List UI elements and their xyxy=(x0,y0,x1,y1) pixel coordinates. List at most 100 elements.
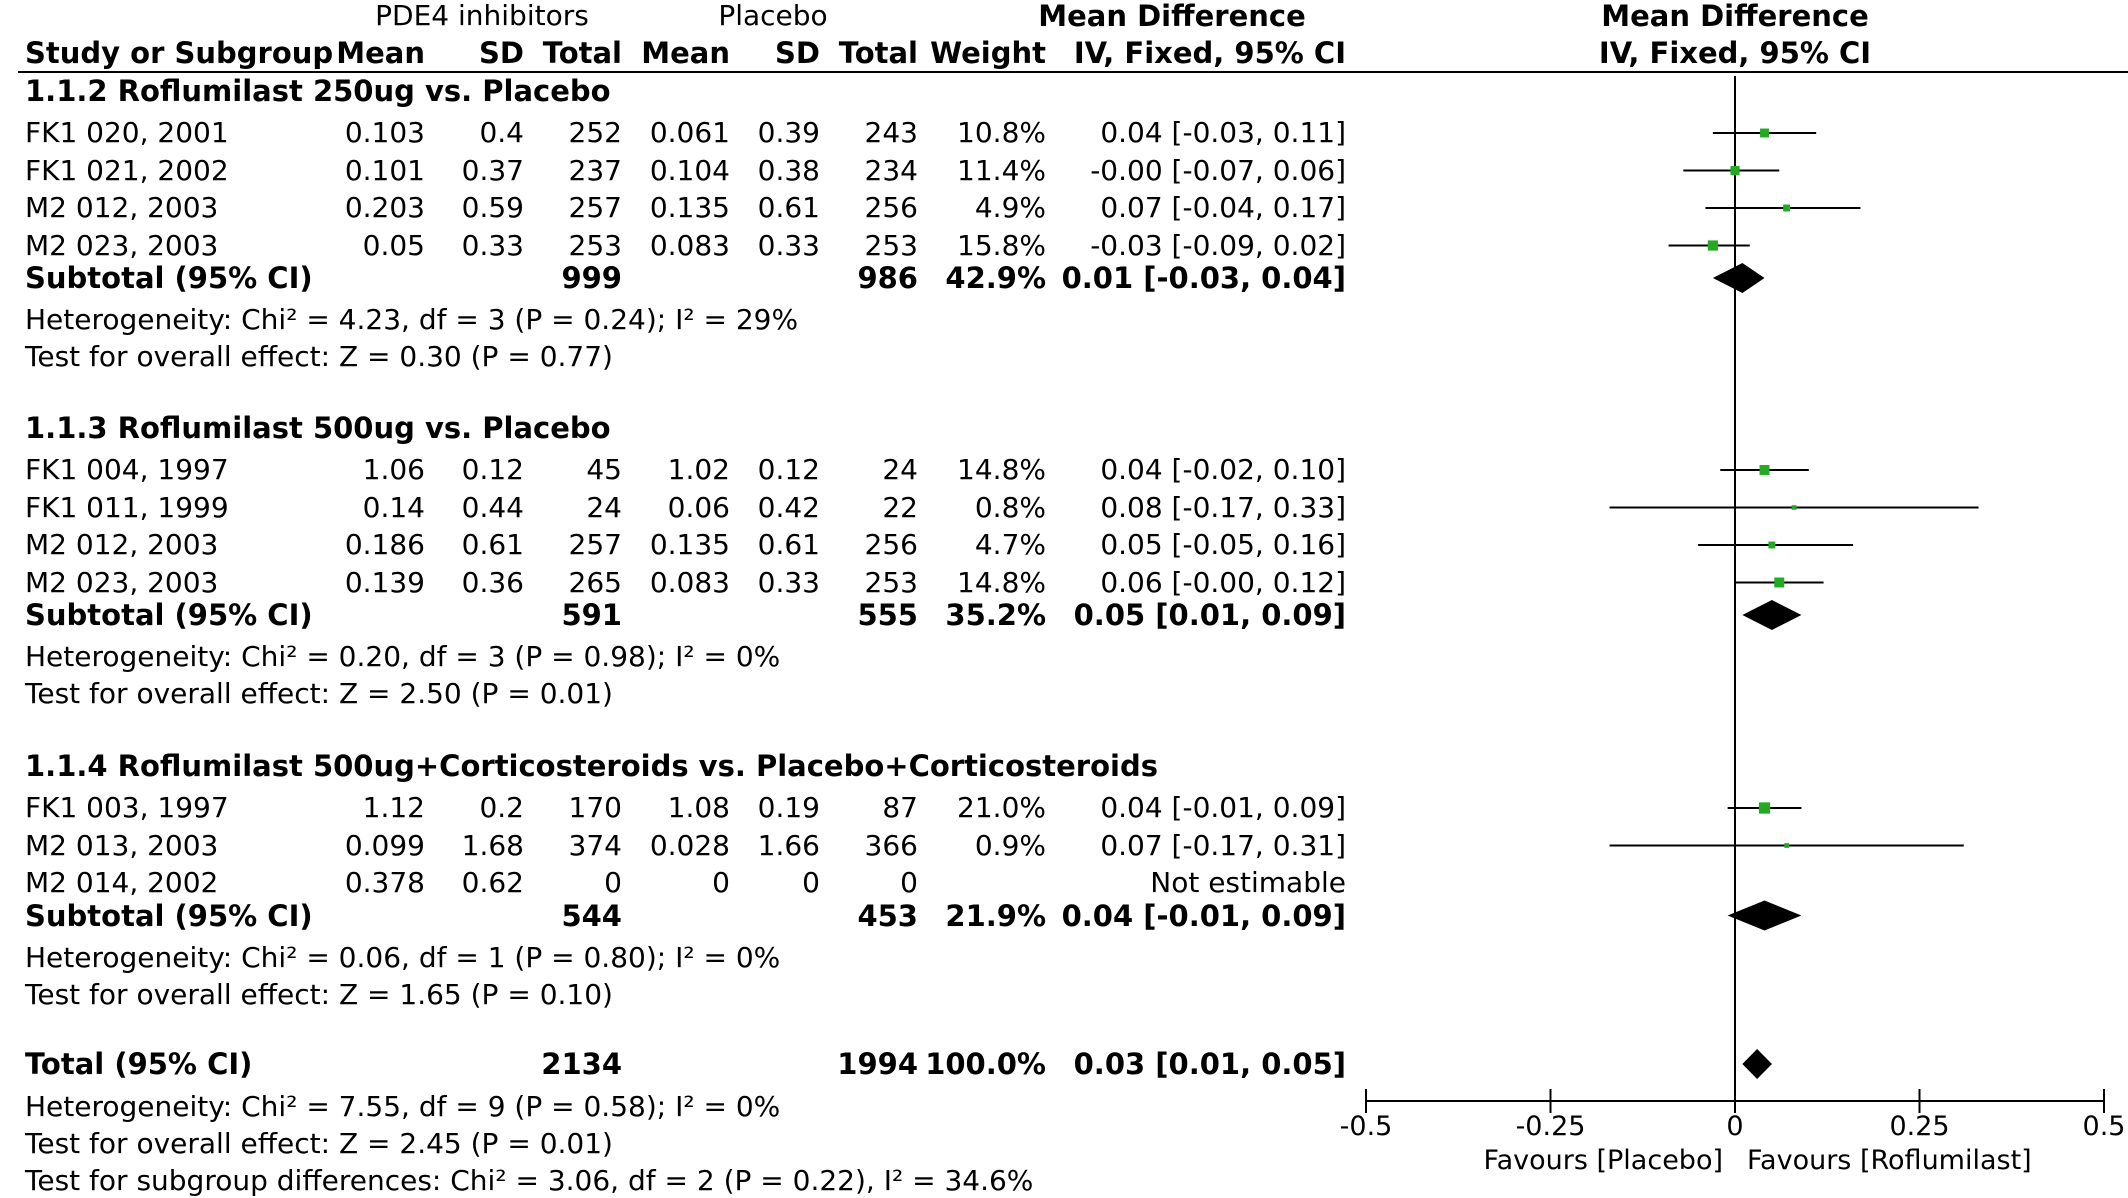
study-c-sd: 0.61 xyxy=(757,191,820,224)
study-e-total: 374 xyxy=(568,828,622,862)
study-name: M2 012, 2003 xyxy=(25,528,219,561)
plot-title: Mean Difference xyxy=(1601,0,1869,33)
study-e-mean: 0.203 xyxy=(344,191,425,224)
study-e-mean: 0.05 xyxy=(362,228,425,262)
subtotal-ci-text: 0.05 [0.01, 0.09] xyxy=(1073,598,1346,632)
study-c-sd: 0.33 xyxy=(757,565,820,599)
study-e-mean: 1.06 xyxy=(362,453,425,486)
subtotal-e-total: 591 xyxy=(561,598,622,632)
study-e-total: 265 xyxy=(568,565,622,599)
heterogeneity-text: Heterogeneity: Chi² = 0.06, df = 1 (P = … xyxy=(25,940,781,974)
subtotal-e-total: 544 xyxy=(561,898,622,933)
total-overall-effect-text: Test for overall effect: Z = 2.45 (P = 0… xyxy=(25,1127,613,1160)
study-name: FK1 004, 1997 xyxy=(25,453,229,486)
pooled-estimate-diamond xyxy=(1727,900,1802,931)
study-e-total: 24 xyxy=(586,490,622,524)
study-c-total: 234 xyxy=(864,153,918,187)
study-e-total: 257 xyxy=(568,191,622,224)
subtotal-weight: 42.9% xyxy=(945,261,1046,295)
subgroup-title: 1.1.4 Roflumilast 500ug+Corticosteroids … xyxy=(25,749,1158,783)
study-e-total: 253 xyxy=(568,228,622,262)
pooled-estimate-diamond xyxy=(1742,600,1802,630)
point-estimate-square xyxy=(1758,802,1771,814)
col-header-e_sd: SD xyxy=(479,36,524,70)
study-ci-text: 0.04 [-0.03, 0.11] xyxy=(1100,116,1346,149)
favours-right-label: Favours [Roflumilast] xyxy=(1747,1145,2032,1176)
study-c-mean: 0.028 xyxy=(649,828,730,862)
study-c-mean: 1.02 xyxy=(667,453,730,486)
study-c-mean: 0.083 xyxy=(649,565,730,599)
study-c-total: 253 xyxy=(864,565,918,599)
study-e-sd: 0.62 xyxy=(461,866,524,899)
study-ci-text: 0.06 [-0.00, 0.12] xyxy=(1100,565,1346,599)
heterogeneity-text: Heterogeneity: Chi² = 4.23, df = 3 (P = … xyxy=(25,303,799,336)
overall-effect-text: Test for overall effect: Z = 2.50 (P = 0… xyxy=(25,677,613,710)
study-ci-text: Not estimable xyxy=(1150,866,1346,899)
subgroup-title: 1.1.2 Roflumilast 250ug vs. Placebo xyxy=(25,74,611,108)
study-e-sd: 1.68 xyxy=(461,828,524,862)
study-weight: 14.8% xyxy=(957,565,1046,599)
subgroup-title: 1.1.3 Roflumilast 500ug vs. Placebo xyxy=(25,411,611,445)
study-c-sd: 0.61 xyxy=(757,528,820,561)
total-label: Total (95% CI) xyxy=(25,1047,253,1081)
study-e-total: 252 xyxy=(568,116,622,149)
study-e-sd: 0.44 xyxy=(461,490,524,524)
study-c-total: 87 xyxy=(882,791,918,824)
study-name: FK1 011, 1999 xyxy=(25,490,229,524)
study-e-sd: 0.33 xyxy=(461,228,524,262)
subtotal-e-total: 999 xyxy=(561,261,622,295)
point-estimate-square xyxy=(1784,843,1790,848)
subtotal-c-total: 453 xyxy=(857,898,918,933)
study-e-total: 45 xyxy=(586,453,622,486)
study-name: M2 013, 2003 xyxy=(25,828,219,862)
study-c-mean: 0 xyxy=(712,866,730,899)
study-c-sd: 0.39 xyxy=(757,116,820,149)
heterogeneity-text: Heterogeneity: Chi² = 0.20, df = 3 (P = … xyxy=(25,640,781,673)
study-name: M2 023, 2003 xyxy=(25,228,219,262)
study-e-total: 237 xyxy=(568,153,622,187)
study-weight: 21.0% xyxy=(957,791,1046,824)
group1-header: PDE4 inhibitors xyxy=(375,0,589,32)
x-tick-label: 0.25 xyxy=(1889,1111,1949,1142)
study-c-total: 253 xyxy=(864,228,918,262)
col-header-e_mean: Mean xyxy=(336,36,425,70)
x-tick-label: 0.5 xyxy=(2083,1111,2126,1142)
overall-effect-text: Test for overall effect: Z = 0.30 (P = 0… xyxy=(25,340,613,373)
subtotal-weight: 21.9% xyxy=(945,898,1046,933)
x-tick-label: 0 xyxy=(1726,1111,1743,1142)
study-e-sd: 0.59 xyxy=(461,191,524,224)
study-e-mean: 0.099 xyxy=(344,828,425,862)
study-e-mean: 0.378 xyxy=(344,866,425,899)
study-name: FK1 020, 2001 xyxy=(25,116,229,149)
study-c-mean: 0.104 xyxy=(649,153,730,187)
study-ci-text: 0.04 [-0.01, 0.09] xyxy=(1100,791,1346,824)
study-c-total: 22 xyxy=(882,490,918,524)
study-e-mean: 0.101 xyxy=(344,153,425,187)
study-c-total: 243 xyxy=(864,116,918,149)
subtotal-weight: 35.2% xyxy=(945,598,1046,632)
point-estimate-square xyxy=(1783,204,1791,212)
study-weight: 15.8% xyxy=(957,228,1046,262)
study-weight: 4.9% xyxy=(974,191,1046,224)
subtotal-label: Subtotal (95% CI) xyxy=(25,261,313,295)
subgroup-diff-text: Test for subgroup differences: Chi² = 3.… xyxy=(25,1164,1034,1197)
x-tick-label: -0.25 xyxy=(1516,1111,1586,1142)
study-c-sd: 0 xyxy=(802,866,820,899)
subtotal-c-total: 986 xyxy=(857,261,918,295)
pooled-estimate-diamond xyxy=(1742,1049,1772,1079)
point-estimate-square xyxy=(1768,541,1776,549)
point-estimate-square xyxy=(1707,240,1718,251)
study-weight: 4.7% xyxy=(974,528,1046,561)
study-c-total: 0 xyxy=(900,866,918,899)
study-c-sd: 0.38 xyxy=(757,153,820,187)
study-ci-text: 0.08 [-0.17, 0.33] xyxy=(1100,490,1346,524)
study-c-total: 256 xyxy=(864,528,918,561)
study-c-mean: 0.083 xyxy=(649,228,730,262)
study-name: M2 023, 2003 xyxy=(25,565,219,599)
study-c-total: 366 xyxy=(864,828,918,862)
study-ci-text: 0.04 [-0.02, 0.10] xyxy=(1100,453,1346,486)
study-ci-text: -0.03 [-0.09, 0.02] xyxy=(1090,228,1346,262)
group2-header: Placebo xyxy=(718,0,828,32)
study-ci-text: 0.05 [-0.05, 0.16] xyxy=(1100,528,1346,561)
